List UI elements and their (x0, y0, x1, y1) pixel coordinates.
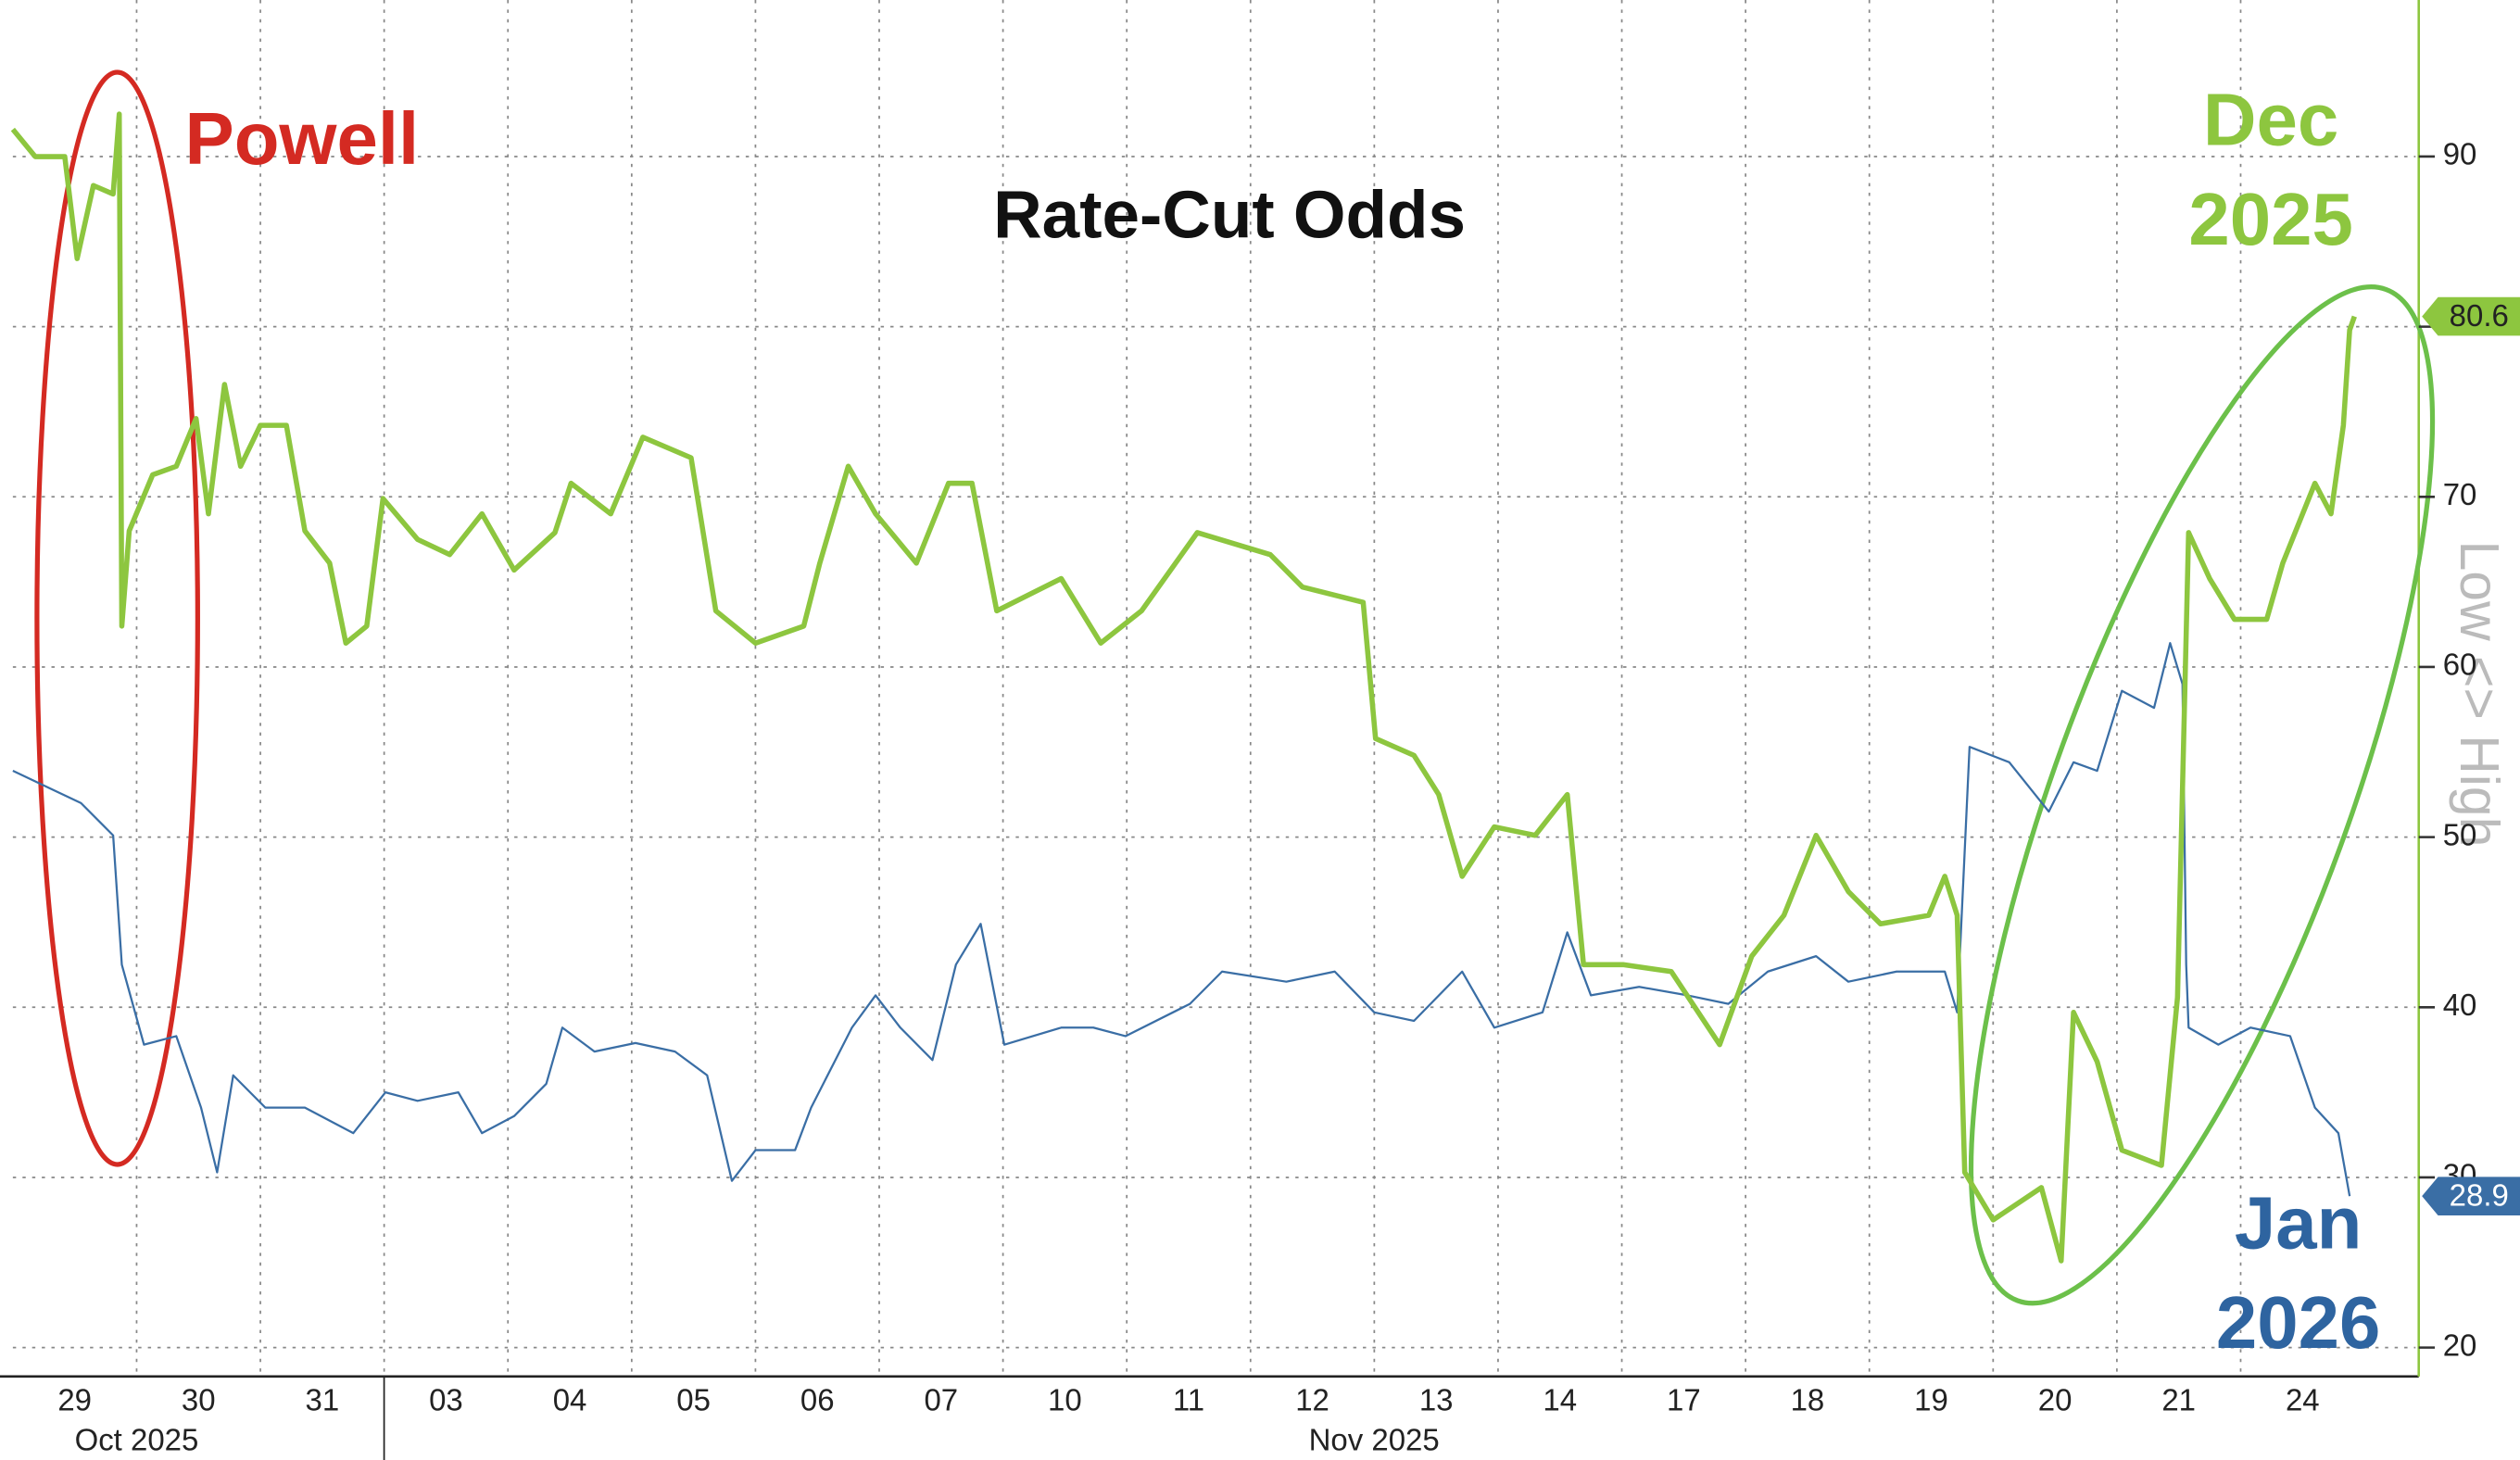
series-line (10, 111, 2357, 1264)
last-value-label: 80.6 (2450, 298, 2509, 333)
y-tick-label: 20 (2443, 1328, 2477, 1362)
x-group-label: Nov 2025 (1309, 1423, 1440, 1457)
x-tick-label: 04 (553, 1382, 587, 1416)
x-tick-label: 24 (2286, 1382, 2320, 1416)
x-tick-label: 13 (1419, 1382, 1454, 1416)
annotation: 2026 (2216, 1281, 2381, 1364)
annotation: 2025 (2188, 178, 2353, 260)
chart-title: Rate-Cut Odds (993, 178, 1466, 253)
x-tick-label: 20 (2038, 1382, 2073, 1416)
x-tick-label: 12 (1295, 1382, 1329, 1416)
x-tick-label: 07 (924, 1382, 958, 1416)
y-tick-label: 70 (2443, 477, 2477, 511)
last-value-badge (2422, 296, 2520, 336)
series-line (12, 642, 2351, 1197)
x-tick-label: 10 (1048, 1382, 1082, 1416)
x-tick-label: 03 (429, 1382, 463, 1416)
highlight-ellipse (1968, 284, 2436, 1306)
x-tick-label: 18 (1791, 1382, 1825, 1416)
x-tick-label: 11 (1173, 1382, 1204, 1416)
y-tick-label: 60 (2443, 648, 2477, 682)
x-group-label: Oct 2025 (75, 1423, 199, 1457)
x-tick-label: 05 (676, 1382, 711, 1416)
annotation: Powell (184, 97, 419, 180)
x-tick-label: 14 (1543, 1382, 1577, 1416)
x-tick-label: 31 (306, 1382, 340, 1416)
x-tick-label: 30 (182, 1382, 216, 1416)
last-value-label: 28.9 (2450, 1178, 2509, 1213)
annotation: Jan (2235, 1181, 2362, 1264)
x-tick-label: 17 (1667, 1382, 1701, 1416)
y-tick-label: 50 (2443, 817, 2477, 851)
x-tick-label: 29 (57, 1382, 92, 1416)
x-tick-label: 21 (2161, 1382, 2196, 1416)
annotation: Dec (2203, 78, 2338, 160)
x-tick-label: 19 (1914, 1382, 1948, 1416)
y-tick-label: 90 (2443, 137, 2477, 171)
x-tick-label: 06 (800, 1382, 835, 1416)
y-tick-label: 40 (2443, 988, 2477, 1022)
y-axis-label: Low <> High (2449, 541, 2509, 848)
last-value-badge (2422, 1177, 2520, 1215)
powell-ellipse (34, 69, 200, 1167)
